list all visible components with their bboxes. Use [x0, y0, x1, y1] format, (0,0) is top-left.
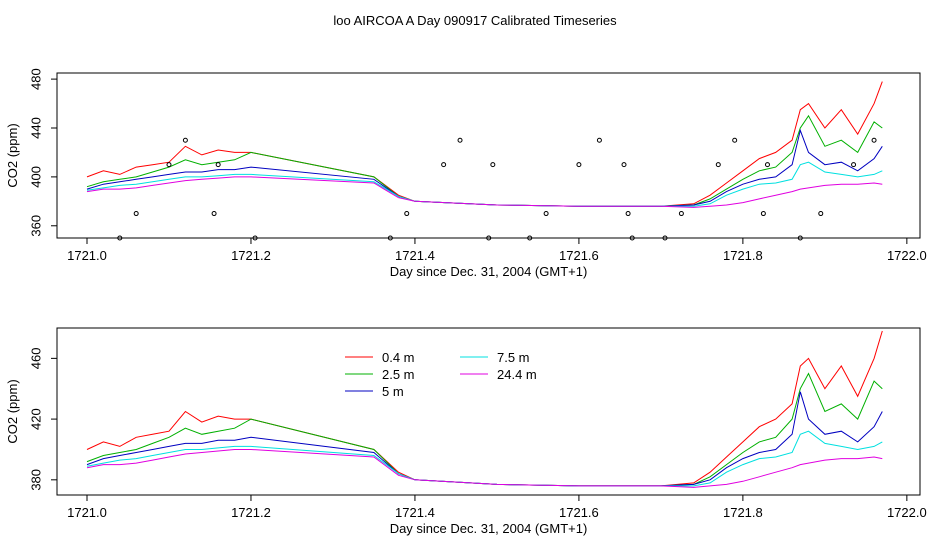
series-line	[86, 330, 883, 487]
y-tick-label: 380	[28, 469, 43, 491]
plot-frame	[56, 72, 921, 239]
data-marker	[760, 211, 766, 217]
series-line	[86, 176, 883, 208]
series-line	[86, 161, 883, 207]
y-tick-label: 420	[28, 408, 43, 430]
data-marker	[527, 235, 533, 241]
data-marker	[117, 235, 123, 241]
series-line	[86, 81, 883, 207]
data-marker	[404, 211, 410, 217]
data-marker	[797, 235, 803, 241]
y-tick-label: 460	[28, 348, 43, 370]
series-line	[86, 449, 883, 488]
data-marker	[851, 162, 857, 168]
y-axis-label: CO2 (ppm)	[5, 123, 20, 187]
legend-label: 7.5 m	[497, 350, 530, 365]
data-marker	[387, 235, 393, 241]
data-marker	[732, 137, 738, 143]
data-marker	[678, 211, 684, 217]
plot-frame	[56, 327, 921, 496]
series-line	[86, 128, 883, 207]
y-tick-label: 360	[28, 215, 43, 237]
data-marker	[215, 162, 221, 168]
data-marker	[166, 162, 172, 168]
data-marker	[625, 211, 631, 217]
x-tick-label: 1721.8	[723, 248, 763, 263]
panel-top: 1721.0 1721.2 1721.4 1721.6 1721.8 1722.0 360 4…	[5, 68, 927, 279]
series-line	[86, 391, 883, 487]
data-marker	[211, 211, 217, 217]
data-marker	[182, 137, 188, 143]
x-tick-label: 1722.0	[887, 505, 927, 520]
data-marker	[715, 162, 721, 168]
data-marker	[871, 137, 877, 143]
data-marker	[457, 137, 463, 143]
x-tick-label: 1721.0	[67, 248, 107, 263]
data-marker	[441, 162, 447, 168]
x-tick-label: 1721.6	[559, 505, 599, 520]
legend-label: 24.4 m	[497, 367, 537, 382]
x-tick-label: 1721.4	[395, 248, 435, 263]
x-tick-label: 1721.2	[231, 505, 271, 520]
y-tick-label: 440	[28, 117, 43, 139]
data-marker	[662, 235, 668, 241]
data-marker	[490, 162, 496, 168]
x-axis-label: Day since Dec. 31, 2004 (GMT+1)	[390, 521, 588, 536]
data-marker	[576, 162, 582, 168]
series-line	[86, 430, 883, 487]
x-tick-label: 1721.4	[395, 505, 435, 520]
x-tick-label: 1722.0	[887, 248, 927, 263]
series-line	[86, 372, 883, 487]
legend-label: 5 m	[382, 384, 404, 399]
x-tick-label: 1721.8	[723, 505, 763, 520]
data-marker	[252, 235, 258, 241]
x-tick-label: 1721.6	[559, 248, 599, 263]
chart-title: loo AIRCOA A Day 090917 Calibrated Times…	[333, 13, 617, 28]
y-tick-label: 400	[28, 166, 43, 188]
data-marker	[543, 211, 549, 217]
panel-bottom: 1721.0 1721.2 1721.4 1721.6 1721.8 1722.0 380 4…	[5, 327, 927, 536]
y-tick-label: 480	[28, 68, 43, 90]
x-tick-label: 1721.0	[67, 505, 107, 520]
data-marker	[486, 235, 492, 241]
legend-label: 0.4 m	[382, 350, 415, 365]
data-marker	[818, 211, 824, 217]
data-marker	[629, 235, 635, 241]
x-tick-label: 1721.2	[231, 248, 271, 263]
data-marker	[621, 162, 627, 168]
series-line	[86, 114, 883, 207]
data-marker	[133, 211, 139, 217]
legend-label: 2.5 m	[382, 367, 415, 382]
x-axis-label: Day since Dec. 31, 2004 (GMT+1)	[390, 264, 588, 279]
data-marker	[596, 137, 602, 143]
y-axis-label: CO2 (ppm)	[5, 379, 20, 443]
data-marker	[764, 162, 770, 168]
